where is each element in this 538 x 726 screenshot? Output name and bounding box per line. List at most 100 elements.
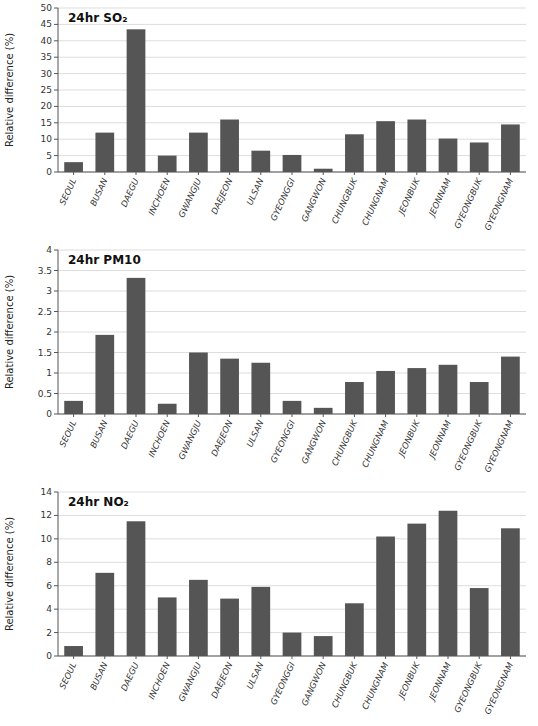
x-tick-label: CHUNGBUK — [329, 175, 359, 225]
x-tick-label: GYEONGNAM — [482, 176, 515, 232]
y-tick-label: 0 — [46, 167, 52, 177]
x-tick-label: INCHOEN — [146, 418, 172, 459]
x-tick-label: GYEONGNAM — [482, 660, 515, 716]
x-tick — [260, 172, 261, 175]
x-tick — [136, 656, 137, 659]
panel-title: 24hr SO₂ — [68, 11, 127, 25]
y-tick-label: 2 — [46, 327, 52, 337]
x-tick — [104, 172, 105, 175]
x-tick — [385, 414, 386, 417]
x-tick-label: JEONBUK — [395, 175, 422, 217]
bar — [283, 401, 302, 414]
x-tick — [73, 414, 74, 417]
x-tick-label: GWANGJU — [176, 418, 203, 461]
y-tick — [54, 609, 58, 610]
x-tick-label: INCHOEN — [146, 176, 172, 217]
x-tick-label: CHUNGBUK — [329, 659, 359, 709]
x-tick — [323, 656, 324, 659]
x-tick — [229, 172, 230, 175]
x-tick — [198, 172, 199, 175]
bar — [470, 382, 489, 414]
x-tick — [167, 172, 168, 175]
y-tick — [54, 8, 58, 9]
x-tick-label: CHUNGNAM — [360, 418, 391, 469]
y-tick — [54, 122, 58, 123]
bar — [127, 521, 146, 656]
bar — [220, 599, 239, 656]
y-tick-label: 4 — [46, 604, 52, 614]
x-tick-label: SEOUL — [57, 660, 78, 690]
x-tick-label: CHUNGNAM — [360, 660, 391, 711]
x-tick-label: GYEONGBUK — [452, 417, 485, 472]
y-tick-label: 8 — [46, 557, 52, 567]
x-tick-label: GANGWON — [299, 418, 328, 465]
x-tick — [354, 414, 355, 417]
y-axis-label: Relative difference (%) — [4, 33, 15, 147]
x-tick — [479, 414, 480, 417]
x-tick — [73, 172, 74, 175]
y-tick-label: 2.5 — [38, 307, 52, 317]
x-tick-label: GANGWON — [299, 660, 328, 707]
bar — [95, 335, 114, 414]
bar — [251, 151, 270, 172]
bar — [251, 363, 270, 414]
x-tick — [510, 414, 511, 417]
panel-title: 24hr NO₂ — [68, 495, 129, 509]
bar — [314, 408, 333, 414]
y-tick — [54, 106, 58, 107]
x-tick-label: BUSAN — [88, 418, 110, 450]
y-tick — [54, 332, 58, 333]
y-tick-label: 10 — [41, 134, 53, 144]
x-tick — [448, 656, 449, 659]
bar — [470, 142, 489, 172]
y-tick — [54, 656, 58, 657]
y-tick — [54, 270, 58, 271]
y-tick-label: 6 — [46, 581, 52, 591]
panel: 02468101214SEOULBUSANDAEGUINCHOENGWANGJU… — [4, 487, 526, 716]
bar — [64, 162, 83, 172]
x-tick — [292, 656, 293, 659]
x-tick-label: DAEGU — [119, 418, 141, 451]
grid-line — [58, 24, 526, 25]
x-tick — [229, 414, 230, 417]
x-tick — [104, 414, 105, 417]
x-tick — [229, 656, 230, 659]
bar — [439, 365, 458, 414]
bar — [220, 120, 239, 172]
x-tick-label: BUSAN — [88, 660, 110, 692]
y-tick — [54, 373, 58, 374]
y-axis-label: Relative difference (%) — [4, 275, 15, 389]
bar — [376, 121, 395, 172]
x-tick-label: DAEJEON — [209, 418, 235, 458]
bar — [64, 646, 83, 656]
x-tick — [416, 656, 417, 659]
y-tick — [54, 585, 58, 586]
y-tick — [54, 73, 58, 74]
bar — [158, 597, 177, 656]
x-tick-label: CHUNGBUK — [329, 417, 359, 467]
x-tick-label: DAEGU — [119, 660, 141, 693]
y-tick — [54, 393, 58, 394]
x-tick — [416, 172, 417, 175]
bar — [345, 382, 364, 414]
x-tick — [260, 414, 261, 417]
y-tick-label: 3.5 — [38, 266, 52, 276]
y-tick-label: 2 — [46, 628, 52, 638]
bar — [407, 368, 426, 414]
y-tick-label: 1 — [46, 368, 52, 378]
y-tick-label: 12 — [41, 510, 52, 520]
x-tick — [136, 414, 137, 417]
x-tick — [73, 656, 74, 659]
x-tick-label: GYEONGGI — [268, 418, 297, 464]
x-tick — [198, 656, 199, 659]
y-tick — [54, 311, 58, 312]
bar — [220, 359, 239, 414]
y-axis — [58, 250, 59, 414]
y-tick-label: 40 — [41, 36, 53, 46]
x-tick — [104, 656, 105, 659]
x-tick-label: GYEONGBUK — [452, 659, 485, 714]
y-tick-label: 1.5 — [38, 348, 52, 358]
bar — [189, 353, 208, 415]
y-tick-label: 0 — [46, 651, 52, 661]
bar — [64, 401, 83, 414]
